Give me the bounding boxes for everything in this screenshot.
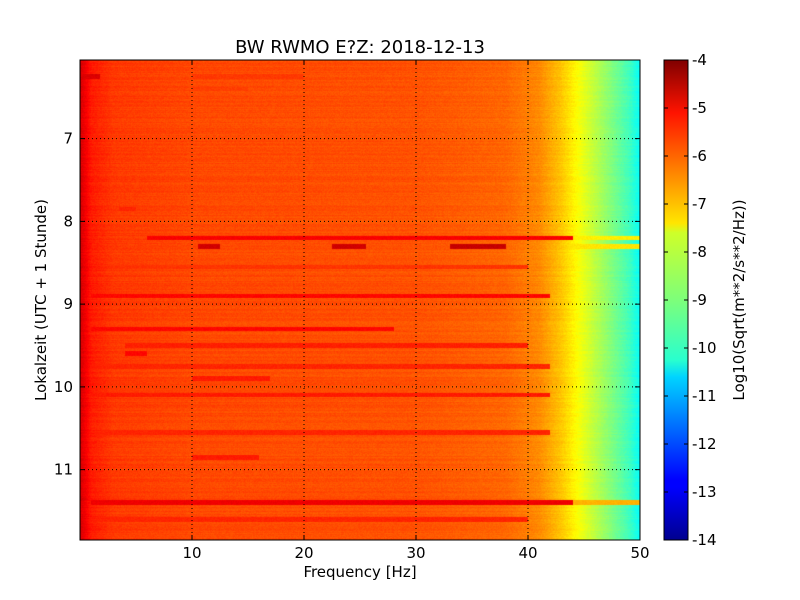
colorbar-tick-label: -10 — [692, 339, 717, 357]
chart-title: BW RWMO E?Z: 2018-12-13 — [235, 37, 485, 58]
y-axis: 7 8 9 10 11 — [54, 130, 640, 479]
grid-lines — [80, 60, 640, 540]
colorbar-label: Log10(Sqrt(m**2/s**2/Hz)) — [730, 199, 748, 400]
colorbar-tick-label: -5 — [692, 99, 707, 117]
colorbar-tick-label: -7 — [692, 195, 707, 213]
x-tick-label: 10 — [182, 544, 201, 562]
y-tick-label: 9 — [63, 295, 73, 313]
y-tick-label: 10 — [54, 378, 73, 396]
colorbar-tick-label: -6 — [692, 147, 707, 165]
y-axis-label: Lokalzeit (UTC + 1 Stunde) — [32, 199, 50, 401]
spectrogram-heatmap — [80, 60, 640, 540]
colorbar-tick-label: -13 — [692, 483, 717, 501]
colorbar-tick-label: -4 — [692, 51, 707, 69]
colorbar-tick-label: -11 — [692, 387, 717, 405]
colorbar-tick-label: -8 — [692, 243, 707, 261]
colorbar-tick-label: -9 — [692, 291, 707, 309]
x-tick-label: 20 — [294, 544, 313, 562]
y-tick-label: 7 — [63, 130, 73, 148]
y-tick-label: 11 — [54, 461, 73, 479]
colorbar-tick-label: -14 — [692, 531, 717, 549]
x-tick-label: 50 — [630, 544, 649, 562]
x-axis-label: Frequency [Hz] — [303, 563, 416, 581]
colorbar-tick-label: -12 — [692, 435, 717, 453]
x-axis: 10 20 30 40 50 — [182, 60, 650, 562]
plot-frame — [79, 59, 641, 541]
colorbar-ticks: -4 -5 -6 -7 -8 -9 -10 -11 -12 -13 -14 — [664, 51, 717, 549]
x-tick-label: 40 — [518, 544, 537, 562]
x-tick-label: 30 — [406, 544, 425, 562]
y-tick-label: 8 — [63, 212, 73, 230]
